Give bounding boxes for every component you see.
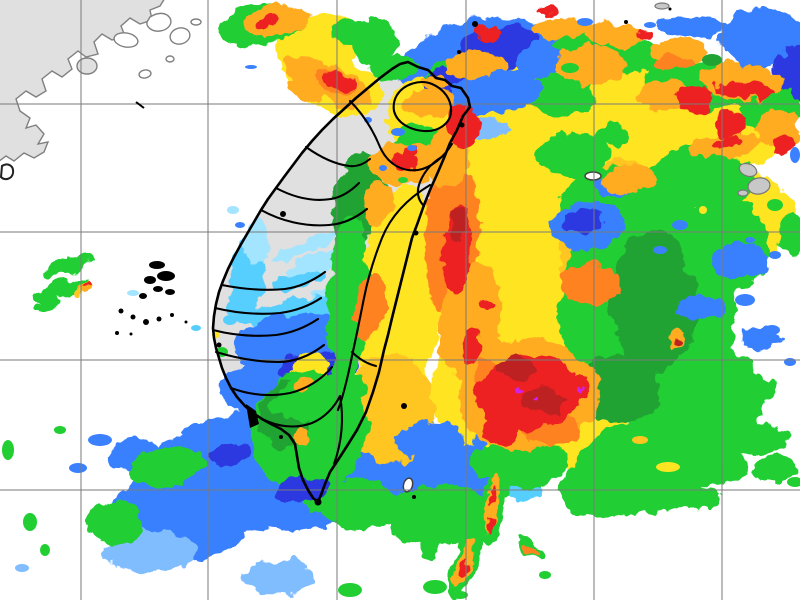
harbor-mark xyxy=(246,404,259,428)
taiwan-coastline xyxy=(211,60,472,504)
county-boundary xyxy=(304,145,372,168)
county-boundary xyxy=(214,343,326,364)
county-boundary xyxy=(259,207,369,227)
island-marker xyxy=(624,20,628,24)
penghu-island xyxy=(157,271,175,281)
island-marker xyxy=(279,435,283,439)
penghu-islet xyxy=(170,313,174,317)
minor-islands xyxy=(402,2,771,493)
penghu-islet xyxy=(118,308,124,314)
island-marker xyxy=(314,498,322,506)
penghu-islet xyxy=(115,331,119,335)
penghu-islet xyxy=(130,314,136,320)
island-marker xyxy=(472,21,478,27)
island-marker xyxy=(668,7,672,11)
minor-island xyxy=(737,189,749,197)
minor-island xyxy=(738,162,758,178)
county-boundary xyxy=(211,317,320,337)
penghu-islands xyxy=(115,261,188,336)
county-boundary xyxy=(260,394,342,428)
island-marker xyxy=(401,403,407,409)
county-boundary xyxy=(220,270,327,291)
penghu-island xyxy=(165,289,175,295)
penghu-islet xyxy=(156,316,162,322)
county-boundary xyxy=(229,365,334,397)
island-marker xyxy=(457,50,461,54)
minor-island-outline xyxy=(584,171,602,181)
island-marker xyxy=(412,495,416,499)
penghu-island xyxy=(144,276,156,284)
minor-island xyxy=(654,2,670,10)
penghu-island xyxy=(139,293,147,299)
county-boundary xyxy=(332,394,344,466)
county-boundary xyxy=(213,296,323,315)
penghu-islet xyxy=(129,332,133,336)
county-boundary xyxy=(350,350,378,368)
island-markers xyxy=(216,7,672,506)
penghu-island xyxy=(153,286,163,292)
island-marker xyxy=(459,122,465,128)
island-marker xyxy=(216,342,222,348)
county-boundary xyxy=(336,183,432,412)
county-boundary xyxy=(274,181,361,201)
penghu-islet xyxy=(184,320,188,324)
minor-island xyxy=(747,177,771,195)
county-boundary xyxy=(416,153,447,208)
map-tick xyxy=(135,101,145,109)
island-marker xyxy=(413,230,419,236)
penghu-island xyxy=(149,261,165,269)
county-boundary xyxy=(392,81,453,133)
minor-island-outline xyxy=(402,477,414,493)
island-marker xyxy=(280,211,286,217)
taiwan-boundaries xyxy=(135,60,472,504)
penghu-islet xyxy=(143,319,149,325)
